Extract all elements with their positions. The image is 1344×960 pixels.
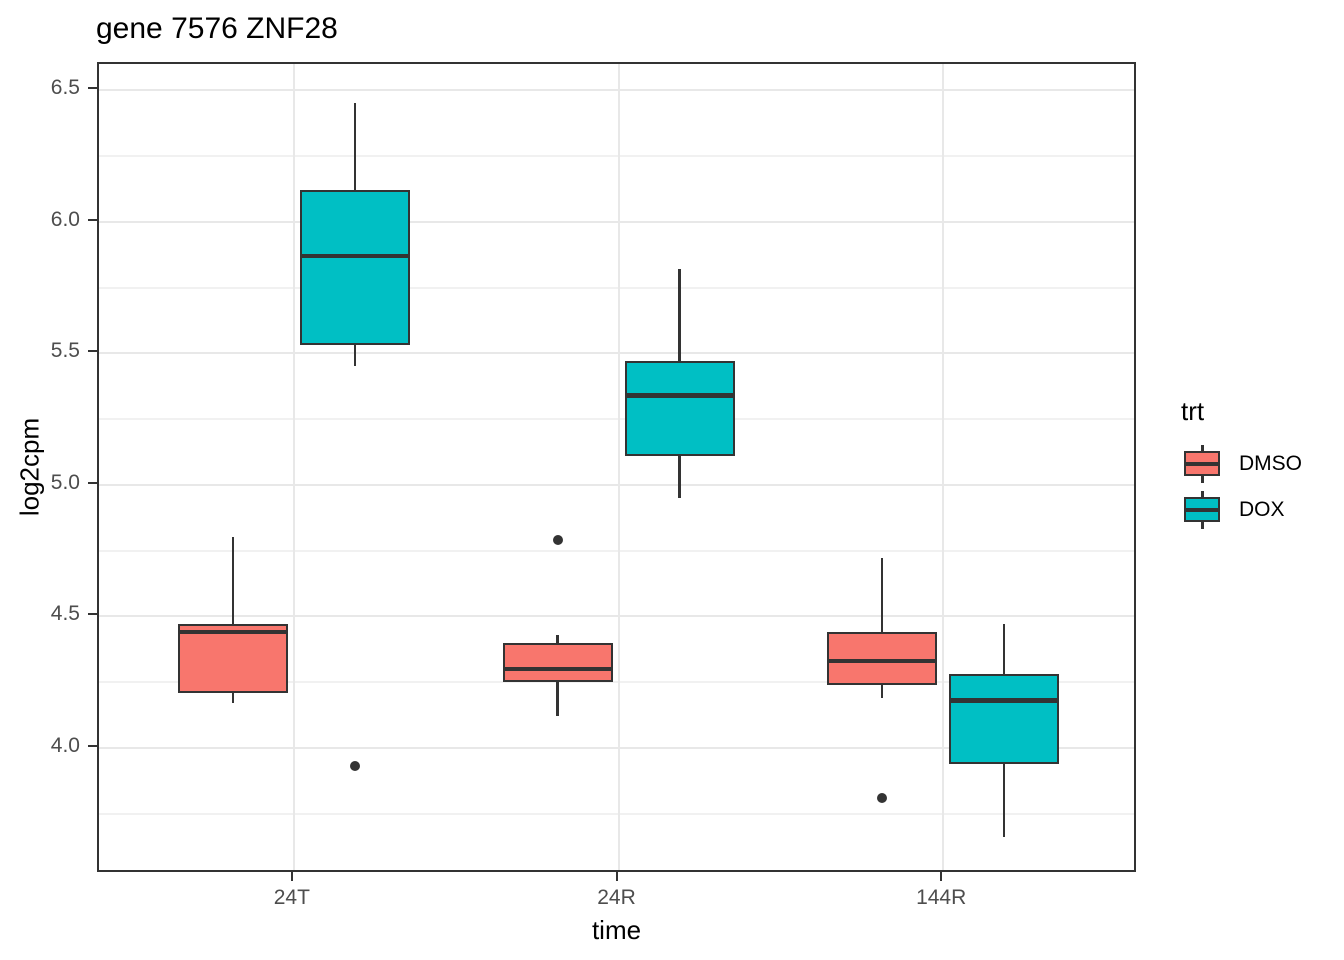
gridline-major-horizontal	[99, 352, 1134, 355]
gridline-major-horizontal	[99, 746, 1134, 749]
y-tick-label: 4.0	[50, 733, 80, 757]
median-line	[502, 666, 613, 672]
median-line	[949, 698, 1060, 703]
legend-entry-dmso: DMSO	[1181, 441, 1302, 486]
legend-key-median-line	[1184, 462, 1220, 466]
x-axis-tick	[290, 872, 293, 881]
gridline-major-vertical	[292, 64, 295, 870]
legend-entry-label: DOX	[1239, 497, 1285, 521]
legend-key-boxplot-glyph	[1181, 487, 1226, 532]
boxplot-box-dmso-24r	[502, 642, 613, 682]
gridline-major-horizontal	[99, 89, 1134, 92]
gridline-major-vertical	[942, 64, 945, 870]
y-axis-tick	[88, 481, 97, 484]
whisker-line	[231, 537, 235, 704]
median-line	[827, 658, 938, 664]
y-tick-label: 5.0	[50, 470, 80, 494]
whisker-line	[880, 558, 884, 698]
x-tick-label: 144R	[916, 886, 967, 909]
outlier-point	[877, 792, 888, 803]
y-axis-tick	[88, 744, 97, 747]
median-line	[299, 253, 410, 259]
gridline-major-horizontal	[99, 220, 1134, 223]
outlier-point	[349, 761, 360, 772]
gridline-major-horizontal	[99, 615, 1134, 618]
y-tick-label: 5.5	[50, 339, 80, 363]
legend-title: trt	[1181, 396, 1205, 426]
legend-entry-dox: DOX	[1181, 487, 1302, 532]
x-tick-label: 24R	[597, 886, 636, 909]
y-tick-label: 6.0	[50, 207, 80, 231]
y-axis-title: log2cpm	[14, 417, 45, 517]
gridline-major-horizontal	[99, 483, 1134, 486]
legend-key-boxplot-glyph	[1181, 441, 1226, 486]
y-tick-label: 4.5	[50, 602, 80, 626]
legend-entry-label: DMSO	[1239, 451, 1302, 475]
gridline-minor-horizontal	[99, 549, 1134, 552]
y-axis-tick	[88, 350, 97, 353]
y-axis-tick	[88, 613, 97, 616]
x-axis-title: time	[591, 915, 642, 945]
boxplot-box-dox-24r	[624, 361, 735, 456]
median-line	[624, 393, 735, 398]
gridline-minor-horizontal	[99, 155, 1134, 158]
y-tick-label: 6.5	[50, 76, 80, 100]
boxplot-box-dox-24t	[299, 190, 410, 346]
gridline-minor-horizontal	[99, 286, 1134, 289]
boxplot-box-dox-144r	[949, 674, 1060, 764]
x-axis-tick	[940, 872, 943, 881]
y-axis-tick	[88, 87, 97, 90]
legend: trt DMSO DOX	[1181, 396, 1302, 533]
boxplot-box-dmso-24t	[177, 624, 288, 693]
legend-entries: DMSO DOX	[1181, 441, 1302, 532]
y-axis-tick	[88, 218, 97, 221]
plot-title: gene 7576 ZNF28	[96, 12, 338, 45]
x-axis-tick	[615, 872, 618, 881]
x-tick-label: 24T	[273, 886, 310, 909]
outlier-point	[552, 535, 563, 545]
plot-panel	[97, 62, 1136, 872]
gridline-minor-horizontal	[99, 418, 1134, 421]
gridline-minor-horizontal	[99, 812, 1134, 815]
legend-key-median-line	[1184, 508, 1220, 512]
gridline-minor-horizontal	[99, 681, 1134, 684]
boxplot-box-dmso-144r	[827, 632, 938, 685]
median-line	[177, 629, 288, 635]
gridline-major-vertical	[617, 64, 620, 870]
